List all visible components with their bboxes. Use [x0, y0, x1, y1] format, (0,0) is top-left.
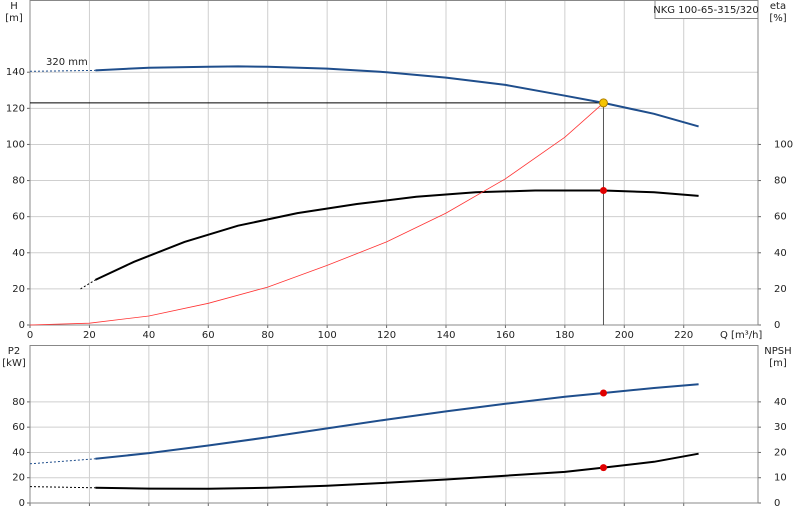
x-tick-label: 200	[615, 330, 634, 341]
x-tick-label: 180	[555, 330, 574, 341]
plot-frame	[29, 345, 759, 504]
x-tick-label: 80	[261, 330, 274, 341]
x-tick-label: 160	[496, 330, 515, 341]
y2-tick-label: 10	[774, 473, 787, 484]
y-axis-unit: [m]	[5, 13, 23, 24]
y2-axis-label: NPSH	[764, 346, 791, 357]
y-tick-label: 120	[6, 103, 25, 114]
x-tick-label: 40	[142, 330, 155, 341]
curve	[95, 383, 699, 460]
x-tick-label: 0	[27, 330, 33, 341]
y2-tick-label: 40	[774, 248, 787, 259]
y-tick-label: 60	[12, 422, 25, 433]
y2-tick-label: 20	[774, 447, 787, 458]
x-tick-label: 60	[202, 330, 215, 341]
duty-point	[598, 98, 608, 108]
y-tick-label: 140	[6, 67, 25, 78]
y-tick-label: 0	[19, 498, 25, 509]
curve-annotation: 320 mm	[46, 57, 88, 68]
y-axis-label: H	[10, 1, 18, 12]
curve	[29, 69, 96, 72]
y-tick-label: 100	[6, 139, 25, 150]
y-tick-label: 40	[12, 447, 25, 458]
y-tick-label: 60	[12, 212, 25, 223]
x-axis-label: Q [m³/h]	[720, 330, 762, 341]
y-tick-label: 80	[12, 176, 25, 187]
y2-axis-unit: [%]	[769, 13, 786, 24]
operating-marker	[599, 464, 607, 472]
y2-tick-label: 80	[774, 176, 787, 187]
y-tick-label: 0	[19, 320, 25, 331]
x-tick-label: 120	[377, 330, 396, 341]
y2-tick-label: 100	[774, 139, 793, 150]
curve	[29, 102, 604, 326]
curve	[95, 452, 699, 490]
curve	[80, 279, 96, 290]
x-tick-label: 20	[83, 330, 96, 341]
curve	[29, 486, 96, 489]
y-tick-label: 20	[12, 284, 25, 295]
y2-tick-label: 40	[774, 397, 787, 408]
y2-axis-label: eta	[770, 1, 786, 12]
y-tick-label: 40	[12, 248, 25, 259]
y2-tick-label: 20	[774, 284, 787, 295]
y-tick-label: 80	[12, 397, 25, 408]
y2-tick-label: 0	[774, 320, 780, 331]
curve	[94, 189, 699, 281]
y2-tick-label: 30	[774, 422, 787, 433]
y2-tick-label: 0	[774, 498, 780, 509]
operating-marker	[599, 186, 607, 194]
title-box	[654, 0, 759, 19]
x-tick-label: 100	[318, 330, 337, 341]
curve	[29, 458, 96, 465]
plot-frame	[29, 0, 759, 326]
y-tick-label: 20	[12, 473, 25, 484]
y-axis-unit: [kW]	[2, 358, 26, 369]
chart-title: NKG 100-65-315/320	[653, 5, 759, 16]
x-tick-label: 140	[436, 330, 455, 341]
y2-axis-unit: [m]	[769, 358, 787, 369]
y-axis-label: P2	[8, 346, 20, 357]
y2-tick-label: 60	[774, 212, 787, 223]
operating-marker	[599, 389, 607, 397]
x-tick-label: 220	[674, 330, 693, 341]
